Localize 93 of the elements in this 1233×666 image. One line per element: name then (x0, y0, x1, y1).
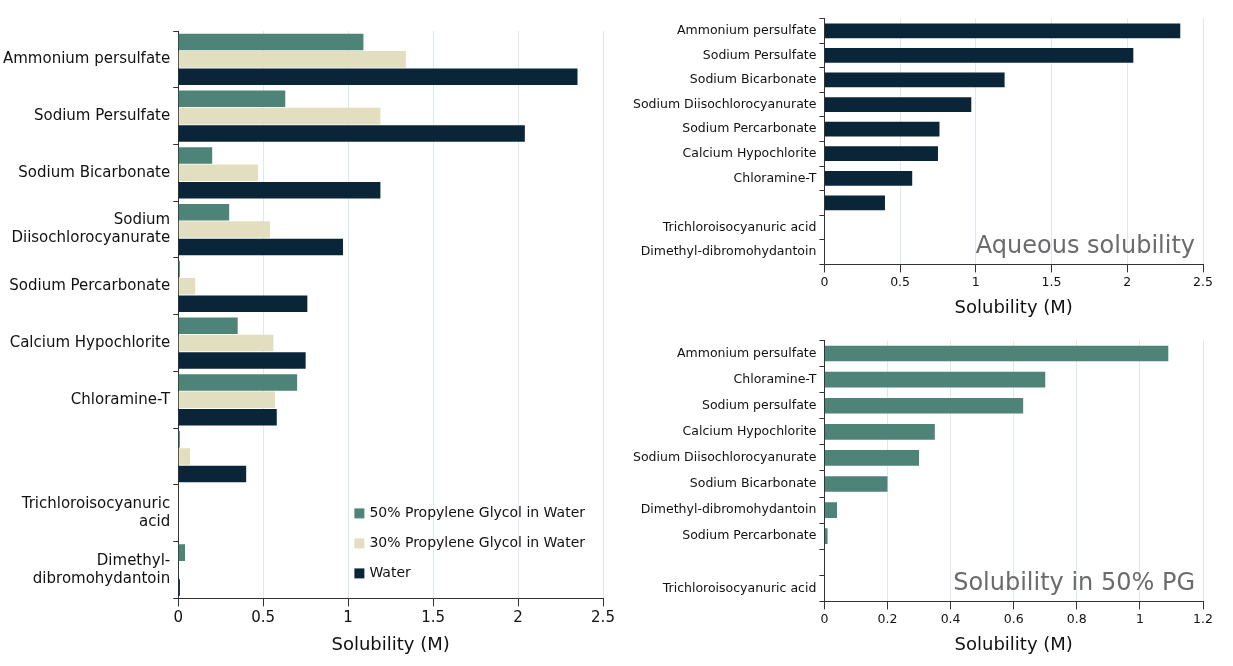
y-tick-label: Sodium persulfate (702, 396, 817, 412)
bar (824, 345, 1169, 362)
bar (178, 238, 344, 256)
bar (824, 146, 938, 162)
y-tick-label: Sodium Persulfate (33, 106, 171, 124)
x-tick-label: 1 (343, 608, 353, 627)
bar (824, 97, 972, 112)
bar (824, 397, 1024, 414)
bar (178, 544, 186, 561)
bar (178, 125, 525, 142)
bar (178, 334, 274, 352)
bar (824, 121, 940, 137)
x-axis-title: Solubility (M) (954, 632, 1073, 654)
y-tick-label: Sodium Bicarbonate (689, 71, 817, 87)
bar (824, 72, 1005, 88)
y-tick-label: Calcium Hypochlorite (9, 332, 171, 351)
x-tick-label: 1.2 (1193, 611, 1213, 627)
x-tick-label: 1.5 (1041, 274, 1062, 290)
legend-label: Water (369, 564, 412, 581)
x-tick-label: 0 (820, 611, 829, 627)
x-tick-label: 0.4 (940, 611, 961, 627)
y-tick-label: Sodium Diisochlorocyanurate (633, 449, 817, 465)
bar (178, 90, 286, 107)
y-tick-label: Dimethyl-dibromohydantoin (32, 550, 171, 587)
bar (824, 371, 1046, 388)
bar (178, 448, 191, 465)
bar (178, 203, 230, 221)
y-tick-label: Sodium Diisochlorocyanurate (11, 210, 171, 247)
bar (178, 68, 578, 86)
y-tick-label: Calcium Hypochlorite (682, 423, 817, 439)
x-tick-label: 2 (513, 608, 523, 627)
y-tick-label: Trichloroisocyanuric acid (20, 494, 171, 531)
x-tick-label: 2.5 (1193, 274, 1213, 290)
x-tick-label: 1 (1135, 611, 1144, 627)
y-tick-label: Dimethyl-dibromohydantoin (640, 501, 817, 517)
bar (178, 352, 306, 369)
y-tick-label: Calcium Hypochlorite (682, 144, 817, 160)
y-tick-label: Chloramine-T (733, 169, 817, 185)
bar (824, 23, 1181, 39)
bar (824, 48, 1134, 63)
y-tick-label: Sodium Persulfate (702, 46, 817, 62)
x-tick-label: 0 (820, 274, 829, 290)
y-tick-label: Chloramine-T (70, 389, 172, 408)
y-tick-label: Sodium Diisochlorocyanurate (633, 95, 817, 111)
bar (178, 374, 298, 391)
y-tick-label: Trichloroisocyanuric acid (661, 579, 817, 595)
bar (178, 317, 238, 334)
bar (178, 147, 213, 164)
y-tick-label: Ammonium persulfate (2, 49, 171, 68)
x-tick-label: 0.6 (1003, 611, 1024, 627)
bar (824, 528, 828, 544)
y-tick-label: Sodium Bicarbonate (18, 162, 171, 181)
annotation: Solubility in 50% PG (953, 567, 1195, 596)
bar (178, 278, 196, 295)
bar (824, 423, 935, 440)
y-tick-label: Ammonium persulfate (677, 22, 817, 38)
y-tick-label: Dimethyl-dibromohydantoin (640, 243, 817, 259)
x-axis-title: Solubility (M) (331, 632, 450, 654)
bar (178, 181, 381, 199)
y-tick-label: Sodium Percarbonate (9, 276, 171, 295)
bar (178, 107, 381, 125)
y-tick-label: Ammonium persulfate (677, 344, 817, 360)
x-tick-label: 0.5 (251, 608, 276, 627)
x-tick-label: 1.5 (421, 608, 446, 627)
bar (178, 391, 276, 409)
bar (178, 221, 270, 238)
annotation: Aqueous solubility (975, 230, 1195, 259)
legend-label: 30% Propylene Glycol in Water (369, 534, 586, 551)
bar (178, 465, 247, 483)
x-tick-label: 0.2 (877, 611, 898, 627)
bar (178, 51, 406, 68)
y-tick-label: Sodium Percarbonate (682, 120, 817, 136)
bar (824, 502, 838, 518)
x-tick-label: 0.5 (890, 274, 911, 290)
x-axis-title: Solubility (M) (954, 295, 1073, 317)
bar (824, 195, 885, 211)
bar (824, 476, 888, 492)
bar (178, 295, 308, 312)
x-tick-label: 1 (971, 274, 980, 290)
bar (824, 450, 920, 466)
bar (178, 408, 277, 426)
legend-label: 50% Propylene Glycol in Water (369, 504, 586, 521)
y-tick-label: Chloramine-T (733, 370, 817, 386)
x-tick-label: 2 (1123, 274, 1132, 290)
y-tick-label: Trichloroisocyanuric acid (661, 218, 817, 234)
bar (178, 33, 364, 51)
bar (178, 164, 259, 182)
x-tick-label: 0.8 (1066, 611, 1087, 627)
x-tick-label: 0 (173, 608, 183, 627)
bar (824, 170, 913, 186)
x-tick-label: 2.5 (591, 608, 615, 627)
y-tick-label: Sodium Percarbonate (682, 527, 817, 543)
y-tick-label: Sodium Bicarbonate (689, 475, 817, 491)
